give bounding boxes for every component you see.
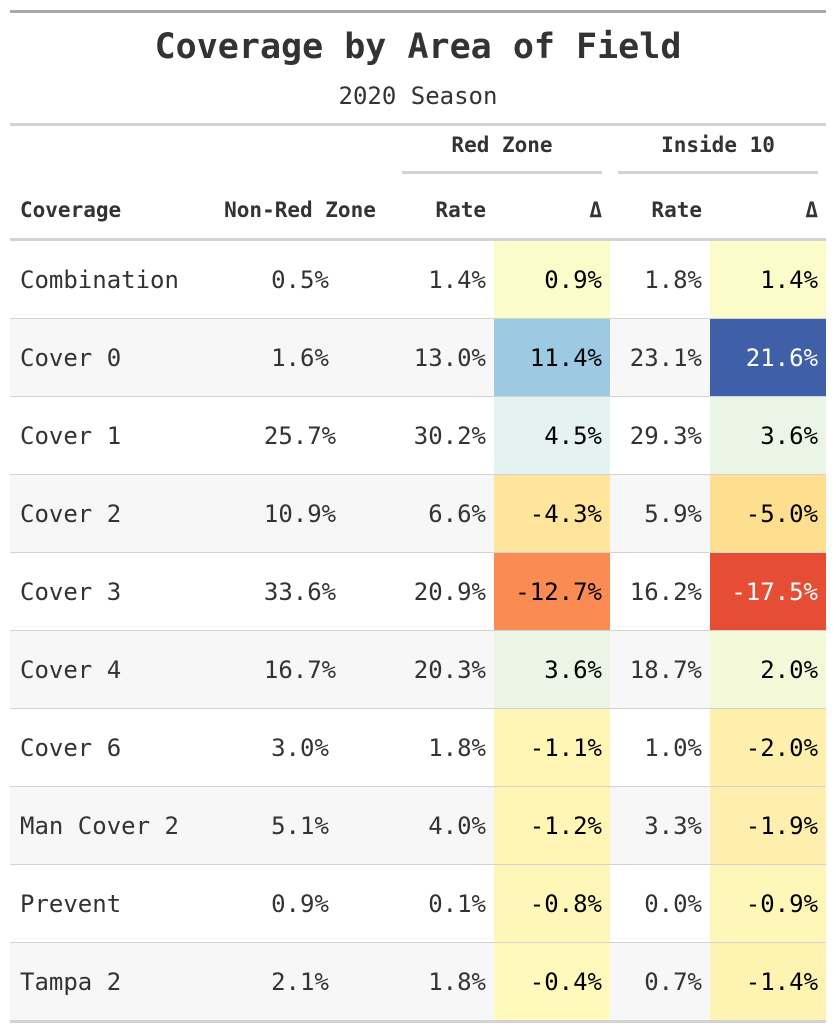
table-row: Cover 0 1.6% 13.0% 11.4% 23.1% 21.6% bbox=[10, 318, 827, 397]
spanner-red-zone: Red Zone bbox=[394, 126, 610, 181]
cell-i10-delta: -1.9% bbox=[710, 786, 827, 865]
cell-non-red-zone: 0.9% bbox=[206, 864, 394, 943]
cell-coverage: Combination bbox=[10, 239, 206, 319]
cell-coverage: Cover 1 bbox=[10, 396, 206, 475]
cell-rz-delta: -4.3% bbox=[494, 474, 610, 553]
cell-rz-delta: 0.9% bbox=[494, 239, 610, 319]
table-title: Coverage by Area of Field bbox=[154, 27, 682, 67]
table-row: Cover 3 33.6% 20.9% -12.7% 16.2% -17.5% bbox=[10, 552, 827, 631]
cell-rz-rate: 0.1% bbox=[394, 864, 494, 943]
cell-i10-delta: -5.0% bbox=[710, 474, 827, 553]
cell-coverage: Tampa 2 bbox=[10, 942, 206, 1023]
cell-coverage: Prevent bbox=[10, 864, 206, 943]
cell-rz-rate: 1.8% bbox=[394, 708, 494, 787]
cell-rz-rate: 20.9% bbox=[394, 552, 494, 631]
cell-i10-rate: 23.1% bbox=[610, 318, 710, 397]
cell-i10-rate: 3.3% bbox=[610, 786, 710, 865]
col-header-rz-delta: Δ bbox=[494, 181, 610, 241]
col-header-i10-delta: Δ bbox=[710, 181, 827, 241]
table-row: Man Cover 2 5.1% 4.0% -1.2% 3.3% -1.9% bbox=[10, 786, 827, 865]
cell-rz-delta: -0.4% bbox=[494, 942, 610, 1023]
cell-i10-rate: 29.3% bbox=[610, 396, 710, 475]
cell-coverage: Cover 0 bbox=[10, 318, 206, 397]
coverage-table: Red Zone Inside 10 Coverage Non-Red Zone… bbox=[10, 126, 827, 1023]
spanner-row: Red Zone Inside 10 bbox=[10, 126, 826, 181]
spanner-inside-10: Inside 10 bbox=[610, 126, 826, 181]
spanner-red-zone-label: Red Zone bbox=[402, 133, 602, 174]
cell-rz-rate: 1.4% bbox=[394, 239, 494, 319]
cell-rz-delta: -12.7% bbox=[494, 552, 610, 631]
top-rule bbox=[10, 10, 826, 13]
cell-non-red-zone: 2.1% bbox=[206, 942, 394, 1023]
spanner-inside-10-label: Inside 10 bbox=[618, 133, 819, 174]
table-row: Prevent 0.9% 0.1% -0.8% 0.0% -0.9% bbox=[10, 864, 827, 943]
cell-rz-delta: 3.6% bbox=[494, 630, 610, 709]
cell-coverage: Cover 3 bbox=[10, 552, 206, 631]
cell-rz-delta: 11.4% bbox=[494, 318, 610, 397]
cell-i10-delta: -17.5% bbox=[710, 552, 827, 631]
header-rule bbox=[10, 123, 826, 126]
cell-coverage: Cover 2 bbox=[10, 474, 206, 553]
cell-i10-rate: 1.8% bbox=[610, 239, 710, 319]
cell-non-red-zone: 0.5% bbox=[206, 239, 394, 319]
cell-non-red-zone: 10.9% bbox=[206, 474, 394, 553]
table-row: Combination 0.5% 1.4% 0.9% 1.8% 1.4% bbox=[10, 239, 827, 319]
col-header-rz-rate: Rate bbox=[394, 181, 494, 241]
cell-non-red-zone: 3.0% bbox=[206, 708, 394, 787]
cell-rz-delta: -1.2% bbox=[494, 786, 610, 865]
table-row: Cover 2 10.9% 6.6% -4.3% 5.9% -5.0% bbox=[10, 474, 827, 553]
cell-i10-delta: -0.9% bbox=[710, 864, 827, 943]
table-row: Cover 6 3.0% 1.8% -1.1% 1.0% -2.0% bbox=[10, 708, 827, 787]
table-row: Cover 1 25.7% 30.2% 4.5% 29.3% 3.6% bbox=[10, 396, 827, 475]
cell-coverage: Man Cover 2 bbox=[10, 786, 206, 865]
table-row: Tampa 2 2.1% 1.8% -0.4% 0.7% -1.4% bbox=[10, 942, 827, 1023]
cell-i10-delta: 2.0% bbox=[710, 630, 827, 709]
cell-non-red-zone: 25.7% bbox=[206, 396, 394, 475]
table-body: Combination 0.5% 1.4% 0.9% 1.8% 1.4% Cover 0 1.… bbox=[10, 239, 827, 1023]
cell-rz-delta: 4.5% bbox=[494, 396, 610, 475]
cell-rz-rate: 30.2% bbox=[394, 396, 494, 475]
cell-i10-rate: 0.7% bbox=[610, 942, 710, 1023]
col-header-coverage: Coverage bbox=[10, 181, 206, 241]
cell-non-red-zone: 1.6% bbox=[206, 318, 394, 397]
cell-i10-delta: 3.6% bbox=[710, 396, 827, 475]
cell-rz-delta: -1.1% bbox=[494, 708, 610, 787]
spanner-empty bbox=[10, 126, 206, 181]
cell-rz-rate: 1.8% bbox=[394, 942, 494, 1023]
cell-i10-delta: 1.4% bbox=[710, 239, 827, 319]
spanner-empty bbox=[206, 126, 394, 181]
cell-i10-delta: -2.0% bbox=[710, 708, 827, 787]
cell-i10-rate: 18.7% bbox=[610, 630, 710, 709]
cell-i10-rate: 5.9% bbox=[610, 474, 710, 553]
col-header-non-red-zone: Non-Red Zone bbox=[206, 181, 394, 241]
cell-i10-delta: 21.6% bbox=[710, 318, 827, 397]
cell-coverage: Cover 4 bbox=[10, 630, 206, 709]
cell-i10-rate: 16.2% bbox=[610, 552, 710, 631]
table-subtitle: 2020 Season bbox=[338, 82, 498, 110]
cell-non-red-zone: 5.1% bbox=[206, 786, 394, 865]
cell-coverage: Cover 6 bbox=[10, 708, 206, 787]
table-row: Cover 4 16.7% 20.3% 3.6% 18.7% 2.0% bbox=[10, 630, 827, 709]
table-container: Coverage by Area of Field 2020 Season Re… bbox=[10, 10, 827, 1023]
cell-rz-delta: -0.8% bbox=[494, 864, 610, 943]
cell-non-red-zone: 33.6% bbox=[206, 552, 394, 631]
cell-rz-rate: 20.3% bbox=[394, 630, 494, 709]
cell-i10-rate: 1.0% bbox=[610, 708, 710, 787]
cell-i10-delta: -1.4% bbox=[710, 942, 827, 1023]
cell-non-red-zone: 16.7% bbox=[206, 630, 394, 709]
cell-rz-rate: 4.0% bbox=[394, 786, 494, 865]
cell-rz-rate: 13.0% bbox=[394, 318, 494, 397]
column-header-row: Coverage Non-Red Zone Rate Δ Rate Δ bbox=[10, 181, 827, 241]
cell-rz-rate: 6.6% bbox=[394, 474, 494, 553]
cell-i10-rate: 0.0% bbox=[610, 864, 710, 943]
col-header-i10-rate: Rate bbox=[610, 181, 710, 241]
